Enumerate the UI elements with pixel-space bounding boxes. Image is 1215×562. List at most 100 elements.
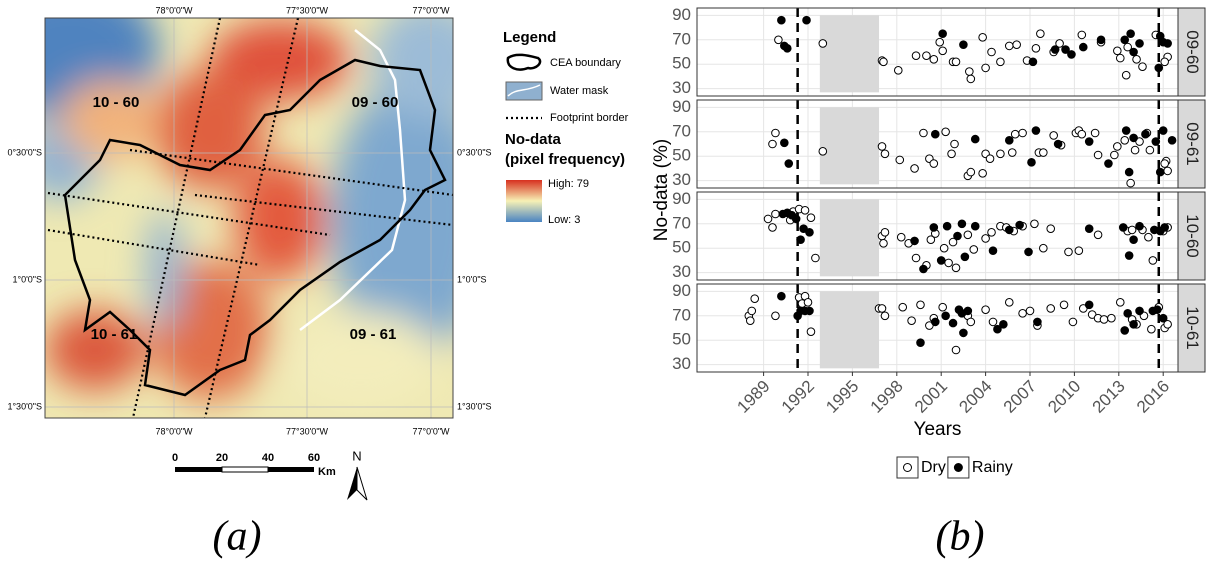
- legend-label: Rainy: [972, 459, 1013, 476]
- point-dry: [878, 305, 886, 313]
- point-dry: [967, 318, 975, 326]
- strip-label: 10-61: [1183, 306, 1202, 349]
- caption: (a): [213, 514, 262, 560]
- point-dry: [746, 317, 754, 325]
- point-dry: [952, 264, 960, 272]
- point-rainy: [1168, 137, 1176, 145]
- strip-label: 09-60: [1183, 30, 1202, 73]
- point-rainy: [806, 307, 814, 315]
- point-dry: [1019, 129, 1027, 137]
- point-rainy: [783, 45, 791, 53]
- point-dry: [881, 312, 889, 320]
- point-dry: [1100, 316, 1108, 324]
- north-label: N: [352, 448, 361, 463]
- point-dry: [1121, 137, 1129, 145]
- map-lat-label: 1°0'0"S: [457, 274, 487, 284]
- point-dry: [1078, 31, 1086, 39]
- point-rainy: [1156, 168, 1164, 176]
- y-tick-label: 50: [672, 238, 691, 257]
- footprint-label: 10 - 61: [91, 326, 138, 343]
- point-rainy: [937, 257, 945, 265]
- x-tick-label: 1989: [733, 377, 773, 417]
- ramp-high: High: 79: [548, 178, 589, 190]
- point-dry: [812, 254, 820, 262]
- scale-label: 60: [308, 452, 320, 464]
- map-lat-label: 1°30'0"S: [457, 401, 492, 411]
- x-tick-label: 2010: [1044, 377, 1084, 417]
- map-lat-label: 0°30'0"S: [7, 147, 42, 157]
- point-dry: [878, 143, 886, 151]
- point-dry: [1065, 248, 1073, 256]
- map-lon-label: 77°30'0"W: [286, 5, 329, 15]
- footprint-label: 10 - 60: [93, 94, 140, 111]
- point-dry: [1094, 151, 1102, 159]
- point-rainy: [1125, 168, 1133, 176]
- y-tick-label: 90: [672, 97, 691, 116]
- point-dry: [908, 317, 916, 325]
- point-dry: [1131, 146, 1139, 154]
- footprint-label: 09 - 60: [352, 94, 399, 111]
- point-rainy: [1105, 160, 1113, 168]
- point-rainy: [778, 292, 786, 300]
- point-dry: [1116, 54, 1124, 62]
- shaded-period: [820, 107, 879, 184]
- point-dry: [819, 40, 827, 48]
- point-dry: [917, 301, 925, 309]
- point-dry: [1094, 231, 1102, 239]
- point-rainy: [1136, 222, 1144, 230]
- point-dry: [982, 306, 990, 314]
- point-rainy: [1127, 30, 1135, 38]
- point-rainy: [1142, 130, 1150, 138]
- point-dry: [912, 52, 920, 60]
- map-raster: [0, 0, 490, 418]
- point-dry: [989, 318, 997, 326]
- point-rainy: [920, 265, 928, 273]
- x-tick-label: 2004: [955, 377, 995, 417]
- point-rainy: [949, 319, 957, 327]
- point-rainy: [971, 222, 979, 230]
- point-dry: [986, 155, 994, 163]
- point-dry: [970, 246, 978, 254]
- point-dry: [881, 150, 889, 158]
- point-dry: [807, 328, 815, 336]
- panel: [697, 284, 1178, 372]
- point-rainy: [930, 224, 938, 232]
- point-dry: [1050, 132, 1058, 140]
- point-rainy: [1097, 36, 1105, 44]
- point-dry: [1164, 167, 1172, 175]
- point-dry: [1148, 325, 1156, 333]
- ramp-low: Low: 3: [548, 214, 580, 226]
- point-rainy: [958, 220, 966, 228]
- point-dry: [942, 128, 950, 136]
- point-rainy: [954, 232, 962, 240]
- point-dry: [911, 165, 919, 173]
- point-dry: [988, 229, 996, 237]
- caption: (b): [936, 514, 985, 560]
- point-rainy: [1121, 36, 1129, 44]
- point-dry: [1133, 56, 1141, 64]
- scatter-chart: 3050709009-603050709009-613050709010-603…: [651, 5, 1205, 478]
- point-dry: [1037, 30, 1045, 38]
- point-dry: [1161, 160, 1169, 168]
- point-dry: [896, 156, 904, 164]
- point-dry: [1031, 220, 1039, 228]
- point-dry: [1139, 63, 1147, 71]
- point-rainy: [989, 247, 997, 255]
- y-tick-label: 90: [672, 189, 691, 208]
- point-dry: [1128, 226, 1136, 234]
- point-dry: [894, 67, 902, 75]
- point-dry: [997, 58, 1005, 66]
- y-tick-label: 50: [672, 146, 691, 165]
- point-rainy: [931, 130, 939, 138]
- point-rainy: [1164, 40, 1172, 48]
- map-lat-label: 0°30'0"S: [457, 147, 492, 157]
- point-dry: [997, 150, 1005, 158]
- point-rainy: [1005, 137, 1013, 145]
- point-rainy: [792, 215, 800, 223]
- point-dry: [1161, 58, 1169, 66]
- legend-water-icon: [506, 82, 542, 100]
- point-rainy: [943, 222, 951, 230]
- point-dry: [1026, 307, 1034, 315]
- y-tick-label: 90: [672, 5, 691, 24]
- point-rainy: [806, 229, 814, 237]
